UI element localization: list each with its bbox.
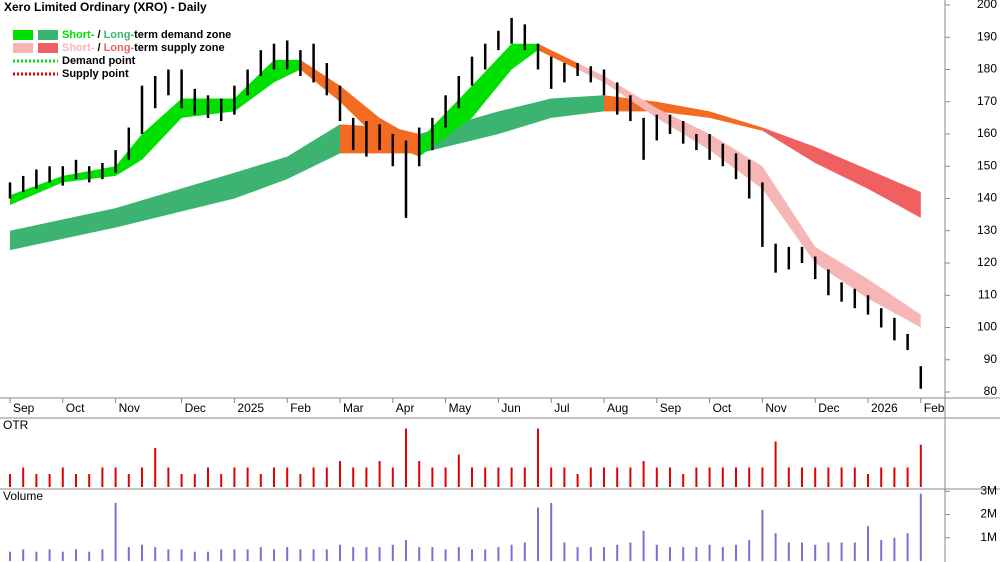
- volume-tick-label: 1M: [980, 530, 997, 544]
- volume-tick-label: 2M: [980, 507, 997, 521]
- legend-swatch: [38, 30, 58, 40]
- legend-text: Demand point: [62, 55, 136, 67]
- otr-label: OTR: [3, 418, 29, 432]
- y-tick-label: 190: [977, 29, 997, 43]
- y-tick-label: 130: [977, 223, 997, 237]
- zone: [762, 127, 921, 218]
- legend-entry: Supply point: [62, 68, 129, 80]
- y-tick-label: 170: [977, 94, 997, 108]
- y-tick-label: 110: [978, 287, 997, 301]
- y-tick-label: 180: [977, 62, 997, 76]
- x-tick-label: Nov: [119, 401, 140, 415]
- volume-label: Volume: [3, 489, 43, 503]
- legend-text: Long-: [104, 42, 135, 54]
- volume-tick-label: 3M: [980, 483, 997, 497]
- legend-swatch: [38, 43, 58, 53]
- zone: [577, 63, 921, 328]
- x-tick-label: May: [449, 401, 472, 415]
- chart-title: Xero Limited Ordinary (XRO) - Daily: [4, 0, 207, 14]
- legend-entry: Short- / Long-term demand zone: [62, 29, 231, 41]
- x-tick-label: Jul: [554, 401, 569, 415]
- legend-text: term supply zone: [134, 42, 224, 54]
- legend-text: Supply point: [62, 68, 129, 80]
- y-tick-label: 160: [977, 126, 997, 140]
- legend-text: Short-: [62, 29, 95, 41]
- legend-text: /: [94, 29, 103, 41]
- legend-text: term demand zone: [134, 29, 231, 41]
- x-tick-label: Mar: [343, 401, 364, 415]
- legend-swatch: [13, 30, 33, 40]
- x-tick-label: Feb: [290, 401, 311, 415]
- zone: [10, 124, 340, 251]
- x-tick-label: Sep: [13, 401, 35, 415]
- x-tick-label: Aug: [607, 401, 628, 415]
- legend-text: Long-: [104, 29, 135, 41]
- x-tick-label: 2026: [871, 401, 898, 415]
- y-tick-label: 100: [977, 320, 997, 334]
- y-tick-label: 200: [977, 0, 997, 11]
- zone: [419, 43, 538, 157]
- x-tick-label: Nov: [765, 401, 786, 415]
- x-tick-label: Oct: [713, 401, 732, 415]
- legend-text: Short-: [62, 42, 95, 54]
- x-tick-label: Dec: [818, 401, 839, 415]
- x-tick-label: Dec: [185, 401, 206, 415]
- zone: [419, 95, 604, 154]
- x-tick-label: Feb: [924, 401, 945, 415]
- y-tick-label: 140: [977, 191, 997, 205]
- y-tick-label: 90: [984, 352, 998, 366]
- zone: [300, 59, 420, 157]
- zone: [10, 59, 301, 205]
- y-tick-label: 80: [984, 384, 998, 398]
- legend-swatch: [13, 43, 33, 53]
- y-tick-label: 150: [977, 158, 997, 172]
- x-tick-label: Sep: [660, 401, 682, 415]
- legend-text: /: [94, 42, 103, 54]
- zone: [538, 43, 578, 70]
- x-tick-label: Oct: [66, 401, 85, 415]
- y-tick-label: 120: [977, 255, 997, 269]
- x-tick-label: Apr: [396, 401, 415, 415]
- x-tick-label: 2025: [237, 401, 264, 415]
- legend-entry: Demand point: [62, 55, 136, 67]
- legend-entry: Short- / Long-term supply zone: [62, 42, 225, 54]
- x-tick-label: Jun: [501, 401, 520, 415]
